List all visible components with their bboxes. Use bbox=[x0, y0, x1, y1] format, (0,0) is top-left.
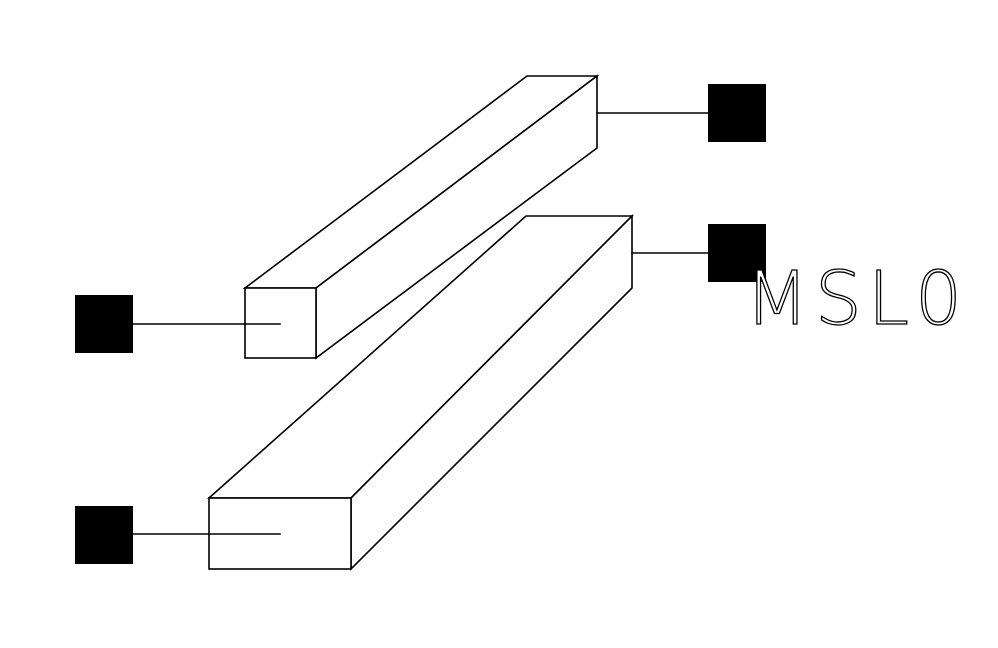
upper-line-front-face bbox=[244, 287, 317, 359]
pin-1-icon[interactable] bbox=[75, 295, 133, 353]
pin-3-icon[interactable] bbox=[75, 506, 133, 564]
pin-2-icon[interactable] bbox=[708, 84, 766, 142]
upper-microstrip-line[interactable] bbox=[242, 74, 600, 360]
pin-4-icon[interactable] bbox=[708, 224, 766, 282]
component-label: MSL0 bbox=[745, 256, 968, 342]
